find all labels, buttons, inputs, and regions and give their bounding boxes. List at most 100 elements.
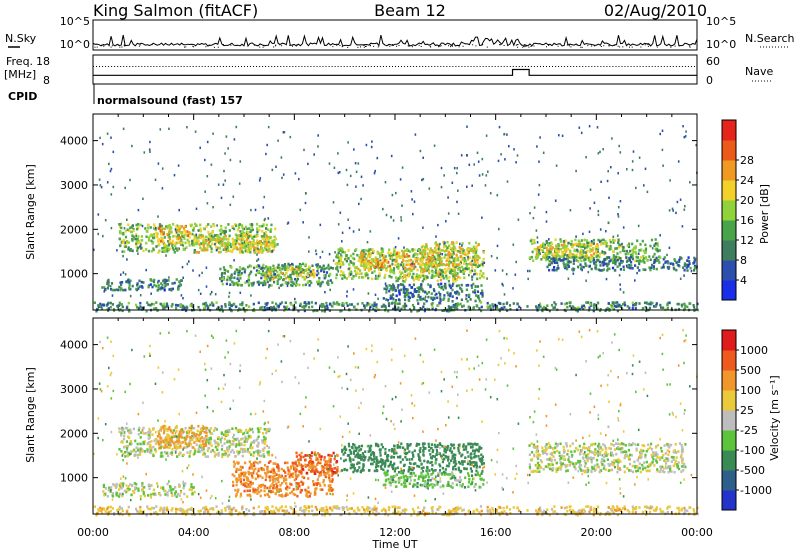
power-cell [404, 267, 407, 270]
power-cell [265, 244, 268, 247]
velocity-cell [126, 450, 129, 453]
power-cell [95, 309, 98, 313]
noise-search-point [472, 44, 474, 46]
nave-point [672, 66, 674, 67]
power-cell [319, 223, 322, 227]
power-cell [437, 275, 440, 278]
power-cell [385, 284, 388, 288]
nave-point [582, 66, 584, 67]
velocity-cell [206, 449, 209, 453]
power-cell [550, 242, 554, 246]
power-cell [683, 274, 685, 277]
power-cell [157, 215, 159, 218]
velocity-cell [224, 453, 227, 457]
power-cell [222, 229, 225, 233]
power-cell [597, 213, 600, 217]
power-cell [642, 257, 645, 260]
power-cell [249, 272, 252, 275]
power-cell [498, 302, 501, 305]
power-cell [378, 252, 381, 255]
power-cell [126, 279, 130, 283]
power-cell [423, 252, 427, 256]
power-cell [456, 278, 459, 281]
power-cell [453, 269, 457, 272]
velocity-cell [188, 444, 191, 447]
power-cell [635, 259, 639, 263]
power-cell [658, 255, 661, 259]
power-cell [634, 247, 637, 250]
power-cell [209, 293, 212, 296]
velocity-cell [152, 454, 155, 458]
power-cell [632, 304, 635, 307]
velocity-cell [120, 434, 123, 437]
power-cell [435, 271, 437, 274]
power-cell [454, 258, 457, 261]
nave-point [663, 66, 665, 67]
power-cell [337, 171, 340, 175]
power-cell [417, 262, 420, 265]
power-cell [410, 190, 413, 193]
noise-search-point [121, 46, 123, 48]
nave-point [216, 66, 218, 67]
nave-right-tick-bottom: 0 [706, 74, 713, 87]
power-cell [222, 183, 225, 186]
power-cell [579, 263, 582, 266]
power-cell [571, 305, 574, 308]
power-cell [295, 271, 298, 274]
power-cell [149, 283, 152, 286]
nave-point [413, 66, 415, 67]
power-cell [429, 247, 432, 250]
power-cell [110, 193, 113, 196]
power-cell [251, 283, 254, 287]
power-cell [238, 236, 242, 240]
power-cell [107, 281, 110, 284]
power-cell [463, 276, 466, 280]
power-cell [619, 151, 622, 154]
power-cell [263, 240, 266, 243]
power-cell [430, 249, 433, 252]
power-cell [476, 254, 479, 258]
power-cell [448, 261, 451, 265]
power-cell [288, 278, 291, 281]
power-cell [277, 263, 280, 267]
power-cell [554, 255, 557, 258]
power-cell [382, 297, 385, 300]
power-cell [620, 259, 623, 263]
power-cell [429, 262, 432, 265]
power-cell [423, 254, 426, 257]
power-cell [369, 305, 372, 309]
power-cell [571, 307, 574, 311]
power-cell [352, 262, 355, 265]
power-cell [402, 287, 405, 290]
power-cell [135, 223, 138, 227]
power-cell [579, 243, 582, 247]
power-cell [662, 263, 665, 266]
velocity-cell [188, 440, 191, 444]
power-cell [386, 286, 389, 289]
velocity-cell [203, 430, 206, 434]
noise-trace [92, 34, 698, 48]
power-cell [438, 285, 441, 289]
power-cell [644, 251, 647, 254]
power-cell [291, 272, 294, 275]
power-cell [619, 268, 622, 271]
power-cell [592, 246, 595, 250]
power-cell [174, 303, 178, 307]
power-cell [397, 284, 400, 287]
power-cell [470, 286, 474, 289]
power-cell [146, 230, 149, 233]
velocity-cell [200, 428, 203, 432]
power-cell [249, 234, 252, 237]
power-cell [381, 267, 384, 270]
power-cell [446, 309, 449, 313]
power-cell [683, 302, 686, 306]
power-cell [210, 238, 213, 242]
power-cell [240, 224, 244, 227]
power-cell [366, 241, 369, 244]
velocity-cell [237, 452, 240, 456]
nave-point [530, 66, 532, 67]
noise-search-point [524, 46, 526, 48]
velocity-cell [249, 443, 252, 446]
power-cell [225, 269, 228, 272]
power-cell [137, 287, 140, 290]
